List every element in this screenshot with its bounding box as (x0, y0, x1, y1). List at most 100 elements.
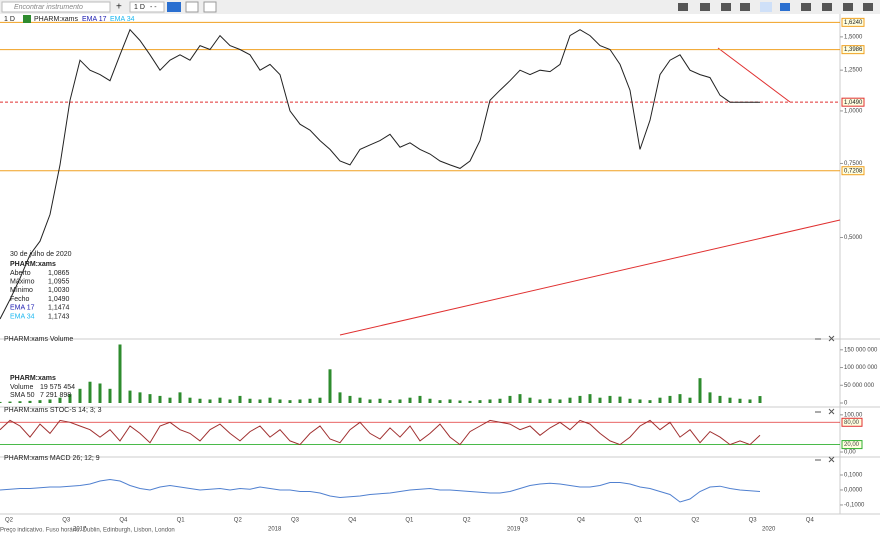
volume-bar (98, 383, 102, 403)
tool-icon[interactable] (721, 3, 731, 11)
y-tick-label: 50 000 000 (844, 383, 875, 389)
volume-bar (88, 381, 92, 403)
volume-bar (568, 397, 572, 403)
y-tick-label: 100,00 (844, 412, 863, 418)
chart-style[interactable]: - - (150, 4, 157, 11)
quarter-label: Q3 (749, 518, 758, 524)
volume-bar (118, 344, 122, 403)
volume-bar (328, 369, 332, 403)
volume-bar (208, 399, 212, 403)
interval[interactable]: 1 D (134, 4, 145, 11)
year-label: 2017 (73, 527, 87, 533)
volume-bar (178, 392, 182, 403)
interval-box[interactable] (129, 1, 165, 13)
info-label: EMA 34 (10, 313, 35, 320)
tool-icon[interactable] (678, 3, 688, 11)
y-tick-label: 1,5000 (844, 34, 863, 40)
volume-bar (188, 397, 192, 403)
tool-icon[interactable] (780, 3, 790, 11)
volume-bar (708, 392, 712, 403)
quarter-label: Q4 (348, 518, 357, 524)
volume-bar (8, 401, 12, 403)
search-box[interactable] (1, 1, 111, 13)
tool-icon[interactable] (700, 3, 710, 11)
tool-icon[interactable] (863, 3, 873, 11)
layout-button[interactable] (185, 1, 199, 13)
interval-label: 1 D (4, 16, 15, 23)
trend-line (717, 47, 791, 103)
panel-title: PHARM:xams MACD 26; 12; 9 (4, 455, 100, 462)
volume-bar (308, 398, 312, 403)
instrument-badge (23, 15, 31, 23)
volume-bar (368, 399, 372, 403)
volume-bar (228, 399, 232, 403)
close-button[interactable] (828, 456, 835, 463)
volume-bar (388, 400, 392, 403)
volume-bar (238, 395, 242, 403)
info-value: 1,1474 (48, 305, 70, 312)
volume-bar (628, 398, 632, 403)
volume-bar (718, 395, 722, 403)
info-value: 1,0865 (48, 270, 70, 277)
info-label: Máximo (10, 279, 35, 286)
volume-bar (138, 392, 142, 403)
volume-bar (478, 400, 482, 403)
legend-entry: EMA 34 (110, 16, 135, 23)
y-tick-label: 0,7500 (844, 161, 863, 167)
level-box (841, 417, 863, 427)
tool-icon[interactable] (801, 3, 811, 11)
search-placeholder[interactable]: Encontrar instrumento (14, 4, 83, 11)
volume-bar (608, 395, 612, 403)
tool-icon[interactable] (822, 3, 832, 11)
volume-bar (168, 397, 172, 403)
year-label: 2019 (507, 527, 521, 533)
volume-bar (698, 378, 702, 403)
volume-bar (348, 395, 352, 403)
volume-bar (408, 397, 412, 403)
quarter-label: Q2 (234, 518, 243, 524)
volume-bar (528, 397, 532, 403)
volume-bar (598, 397, 602, 403)
volume-bar (288, 400, 292, 403)
footer-note: Preço indicativo. Fuso horário: Dublin, … (0, 528, 175, 534)
volume-bar (748, 399, 752, 403)
y-tick-label: 0,5000 (844, 235, 863, 241)
level-label: 1,6240 (844, 20, 863, 26)
quarter-label: Q3 (520, 518, 529, 524)
volume-bar (488, 399, 492, 403)
level-box (841, 45, 865, 55)
settings-button[interactable] (203, 1, 217, 13)
info-value: 1,0030 (48, 287, 70, 294)
tool-icon[interactable] (843, 3, 853, 11)
level-label: 1,3986 (844, 47, 863, 53)
volume-bar (618, 396, 622, 403)
tool-icon[interactable] (760, 2, 772, 12)
volume-bar (48, 399, 52, 403)
volume-bar (498, 398, 502, 403)
indicator-line (0, 478, 761, 503)
quarter-label: Q1 (177, 518, 186, 524)
y-tick-label: 20,00 (844, 442, 860, 448)
info-label: Volume (10, 384, 33, 391)
price-line (0, 28, 760, 320)
y-tick-label: 0,00 (844, 450, 856, 456)
info-value: 7 291 898 (40, 392, 71, 399)
reset-button[interactable] (167, 2, 181, 12)
tool-icon[interactable] (740, 3, 750, 11)
add-button[interactable]: + (116, 2, 122, 13)
level-box (841, 440, 863, 450)
info-label: SMA 50 (10, 392, 35, 399)
year-label: 2018 (268, 527, 282, 533)
quarter-label: Q1 (634, 518, 643, 524)
volume-bar (18, 401, 22, 403)
volume-bar (468, 400, 472, 403)
y-tick-label: 0,0000 (844, 488, 863, 494)
close-button[interactable] (828, 408, 835, 415)
quarter-label: Q3 (62, 518, 71, 524)
y-tick-label: 80,00 (844, 420, 860, 426)
close-button[interactable] (828, 335, 835, 342)
quarter-label: Q4 (577, 518, 586, 524)
volume-bar (58, 397, 62, 403)
info-value: 19 575 454 (40, 384, 75, 391)
volume-bar (648, 400, 652, 403)
